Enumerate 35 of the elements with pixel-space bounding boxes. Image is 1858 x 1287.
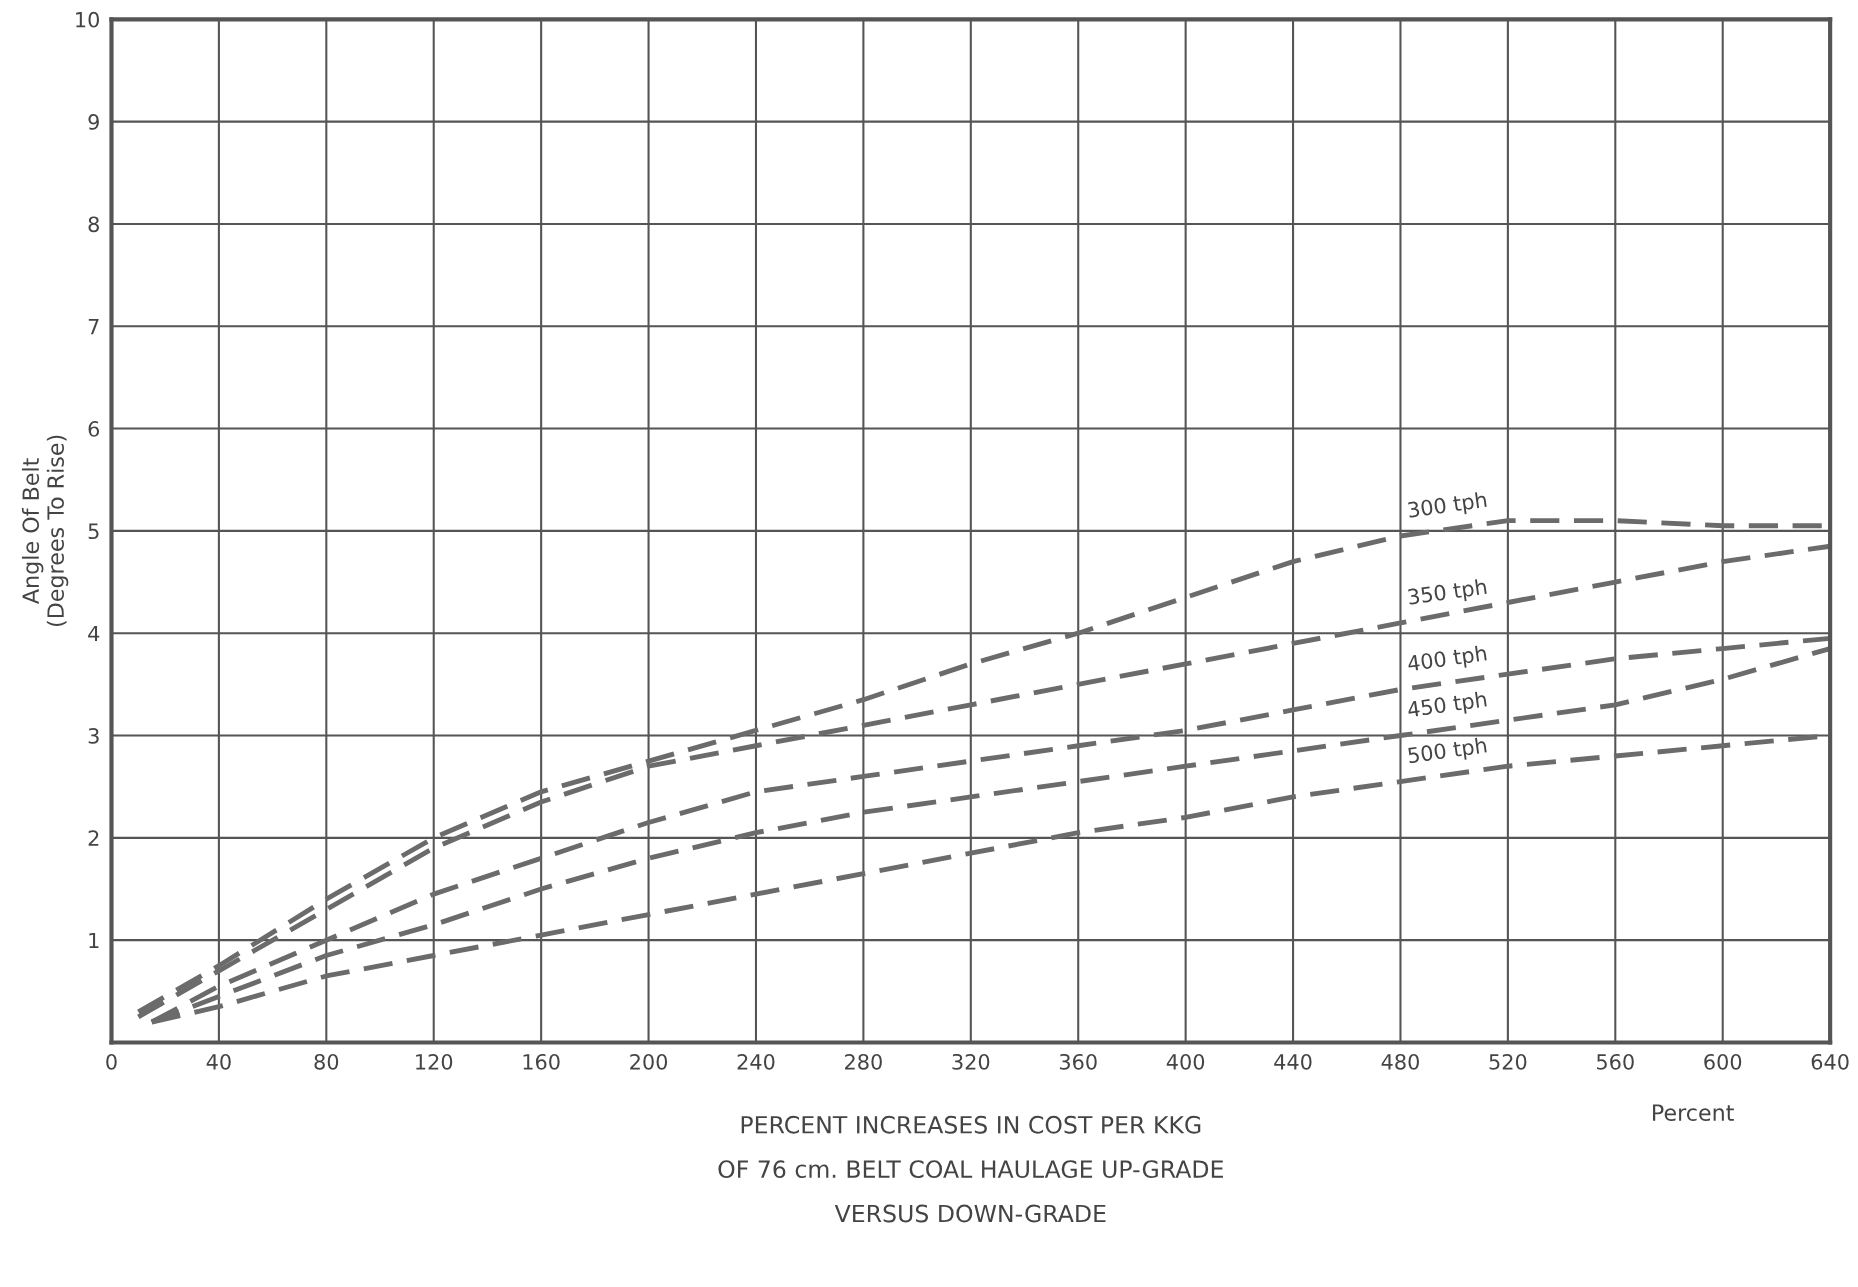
x-tick-label: 360 [1059, 1053, 1097, 1070]
text: 450 tph [1407, 690, 1488, 722]
y-tick-label: 10 [76, 11, 99, 28]
text: 300 tph [1407, 491, 1488, 522]
y-axis-title: Angle Of Belt (Degrees To Rise) [21, 435, 69, 627]
x-tick-label: 80 [314, 1053, 339, 1070]
x-tick-label: 280 [845, 1053, 882, 1070]
x-tick-label: 200 [630, 1053, 668, 1070]
y-tick-label: 1 [89, 932, 99, 949]
x-tick-label: 0 [106, 1053, 117, 1070]
x-tick-label: 440 [1274, 1053, 1312, 1070]
text: 500 tph [1407, 736, 1488, 768]
x-tick-label: 640 [1811, 1053, 1849, 1070]
x-tick-label: 600 [1704, 1053, 1742, 1070]
y-tick-label: 6 [88, 421, 100, 437]
y-tick-label: 7 [88, 318, 99, 335]
x-tick-label: 120 [416, 1053, 453, 1070]
y-tick-label: 4 [88, 625, 100, 642]
x-tick-label: 160 [523, 1053, 560, 1070]
x-tick-label: 40 [206, 1053, 231, 1070]
x-tick-label: 480 [1381, 1053, 1419, 1070]
y-tick-label: 3 [88, 727, 99, 744]
y-tick-label: 5 [88, 523, 99, 540]
text: 400 tph [1407, 644, 1488, 676]
y-tick-label: 2 [88, 830, 99, 846]
text: Percent [1653, 1104, 1734, 1122]
x-tick-label: 520 [1489, 1053, 1527, 1070]
y-tick-label: 9 [88, 114, 99, 130]
x-axis-title: PERCENT INCREASES IN COST PER KKG OF 76 cm. BELT COAL HAULAGE UP-GRADE VERSUS DOWN-GRADE [718, 1115, 1223, 1223]
x-tick-label: 400 [1166, 1053, 1205, 1070]
y-tick-label: 8 [88, 216, 99, 233]
x-tick-label: 560 [1597, 1053, 1634, 1070]
text: 350 tph [1407, 578, 1488, 609]
x-tick-label: 320 [952, 1053, 990, 1070]
x-tick-label: 240 [737, 1053, 775, 1070]
